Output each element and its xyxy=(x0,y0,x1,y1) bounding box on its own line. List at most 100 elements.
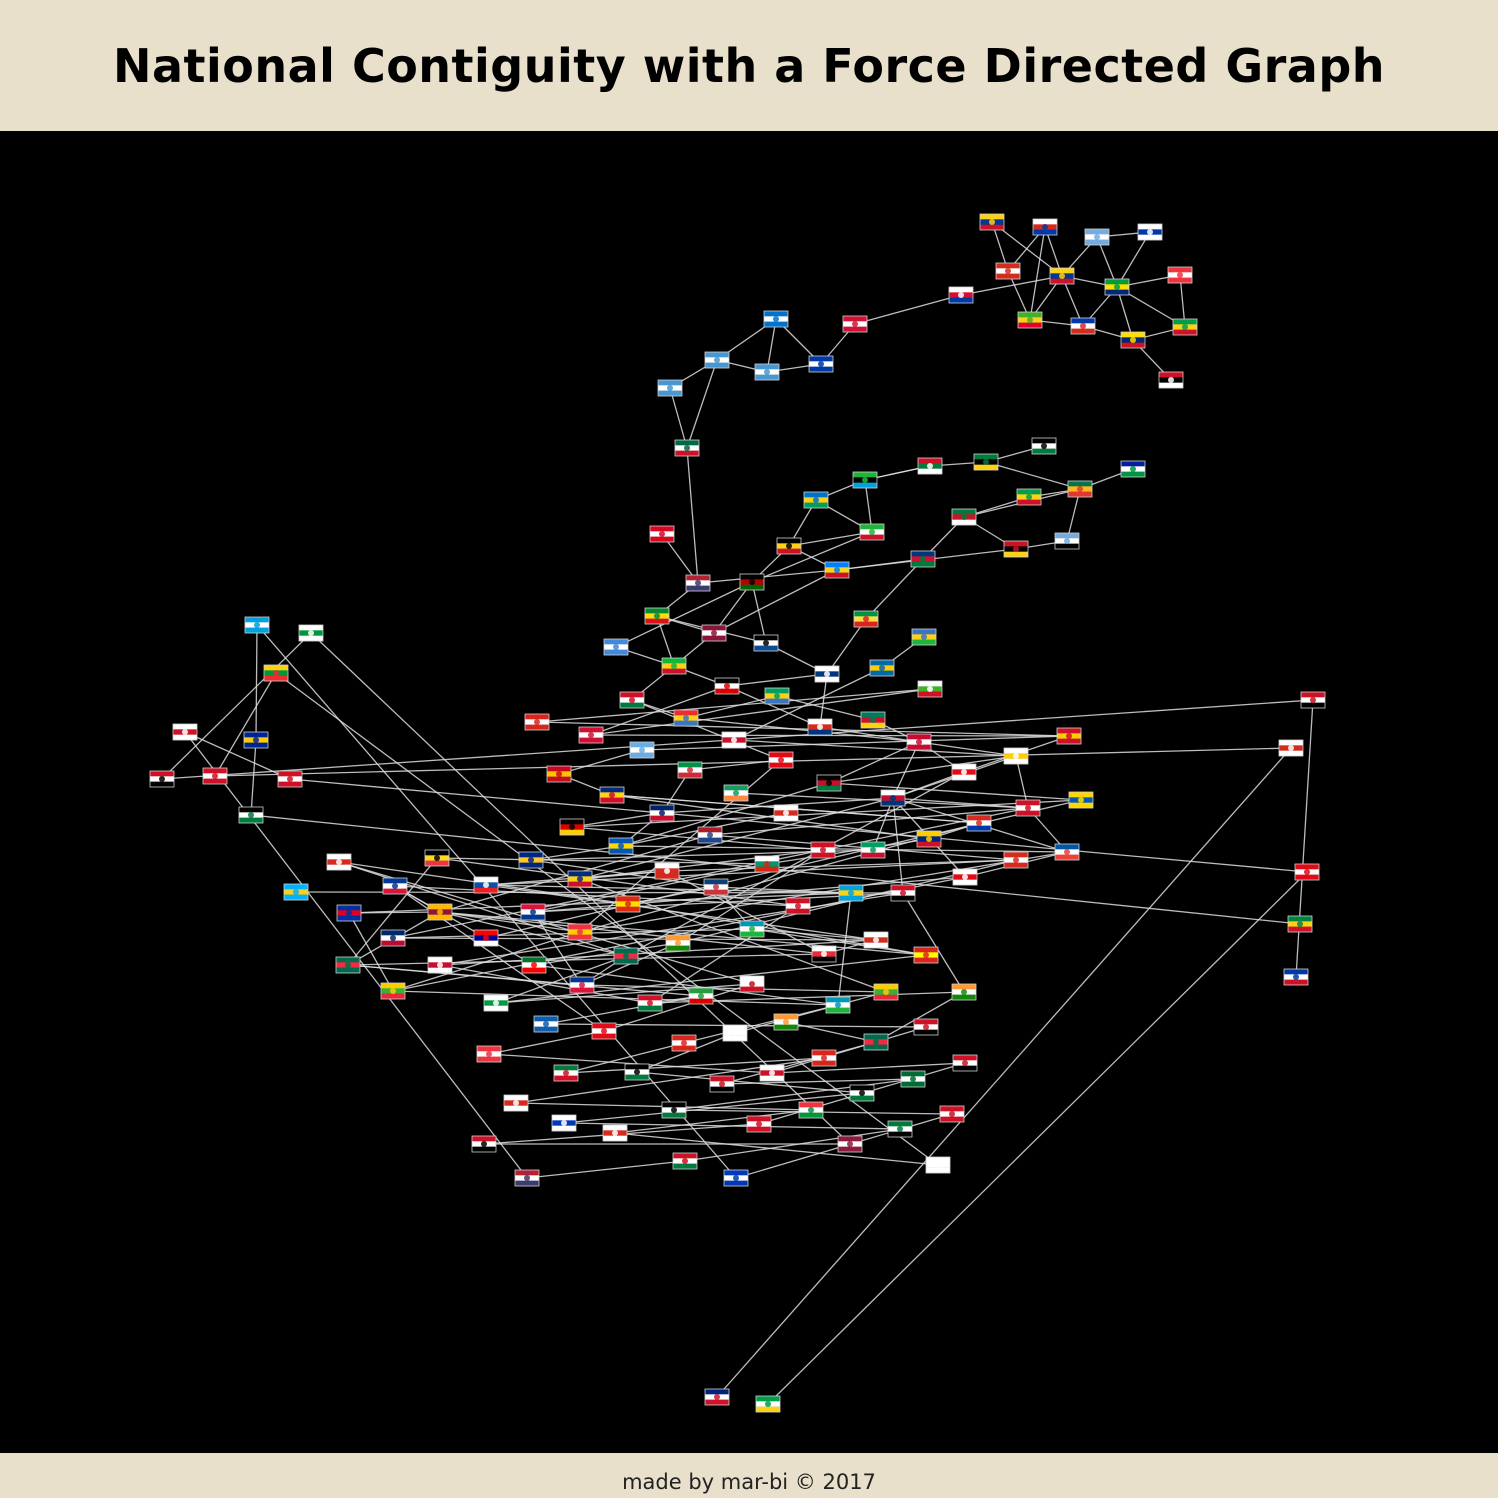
country-flag-node[interactable] xyxy=(808,355,834,373)
country-flag-node[interactable] xyxy=(277,770,303,788)
country-flag-node[interactable] xyxy=(476,1045,502,1063)
country-flag-node[interactable] xyxy=(859,523,885,541)
country-flag-node[interactable] xyxy=(644,607,670,625)
country-flag-node[interactable] xyxy=(1137,223,1163,241)
country-flag-node[interactable] xyxy=(424,849,450,867)
country-flag-node[interactable] xyxy=(1068,791,1094,809)
country-flag-node[interactable] xyxy=(952,868,978,886)
country-flag-node[interactable] xyxy=(890,884,916,902)
country-flag-node[interactable] xyxy=(764,687,790,705)
country-flag-node[interactable] xyxy=(1049,267,1075,285)
country-flag-node[interactable] xyxy=(811,1049,837,1067)
country-flag-node[interactable] xyxy=(838,884,864,902)
country-flag-node[interactable] xyxy=(759,1064,785,1082)
country-flag-node[interactable] xyxy=(673,709,699,727)
country-flag-node[interactable] xyxy=(900,1070,926,1088)
country-flag-node[interactable] xyxy=(951,983,977,1001)
country-flag-node[interactable] xyxy=(685,574,711,592)
country-flag-node[interactable] xyxy=(807,718,833,736)
country-flag-node[interactable] xyxy=(521,956,547,974)
country-flag-node[interactable] xyxy=(849,1084,875,1102)
country-flag-node[interactable] xyxy=(951,763,977,781)
country-flag-node[interactable] xyxy=(863,931,889,949)
country-flag-node[interactable] xyxy=(873,983,899,1001)
country-flag-node[interactable] xyxy=(671,1034,697,1052)
country-flag-node[interactable] xyxy=(244,616,270,634)
country-flag-node[interactable] xyxy=(773,804,799,822)
country-flag-node[interactable] xyxy=(701,624,727,642)
country-flag-node[interactable] xyxy=(1003,540,1029,558)
country-flag-node[interactable] xyxy=(860,711,886,729)
country-flag-node[interactable] xyxy=(739,975,765,993)
country-flag-node[interactable] xyxy=(677,761,703,779)
country-flag-node[interactable] xyxy=(785,897,811,915)
country-flag-node[interactable] xyxy=(524,713,550,731)
country-flag-node[interactable] xyxy=(591,1022,617,1040)
country-flag-node[interactable] xyxy=(599,786,625,804)
country-flag-node[interactable] xyxy=(1054,843,1080,861)
country-flag-node[interactable] xyxy=(917,457,943,475)
country-flag-node[interactable] xyxy=(471,1135,497,1153)
country-flag-node[interactable] xyxy=(979,213,1005,231)
country-flag-node[interactable] xyxy=(1003,747,1029,765)
country-flag-node[interactable] xyxy=(1104,278,1130,296)
country-flag-node[interactable] xyxy=(567,923,593,941)
country-flag-node[interactable] xyxy=(551,1114,577,1132)
country-flag-node[interactable] xyxy=(1070,317,1096,335)
country-flag-node[interactable] xyxy=(913,1018,939,1036)
country-flag-node[interactable] xyxy=(624,1063,650,1081)
country-flag-node[interactable] xyxy=(852,471,878,489)
country-flag-node[interactable] xyxy=(243,731,269,749)
country-flag-node[interactable] xyxy=(637,994,663,1012)
country-flag-node[interactable] xyxy=(613,947,639,965)
country-flag-node[interactable] xyxy=(952,1054,978,1072)
country-flag-node[interactable] xyxy=(553,1064,579,1082)
country-flag-node[interactable] xyxy=(966,814,992,832)
country-flag-node[interactable] xyxy=(649,804,675,822)
country-flag-node[interactable] xyxy=(427,956,453,974)
country-flag-node[interactable] xyxy=(763,310,789,328)
country-flag-node[interactable] xyxy=(520,903,546,921)
country-flag-node[interactable] xyxy=(697,826,723,844)
country-flag-node[interactable] xyxy=(939,1105,965,1123)
country-flag-node[interactable] xyxy=(1016,488,1042,506)
country-flag-node[interactable] xyxy=(1067,480,1093,498)
country-flag-node[interactable] xyxy=(816,774,842,792)
country-flag-node[interactable] xyxy=(336,904,362,922)
country-flag-node[interactable] xyxy=(1158,371,1184,389)
country-flag-node[interactable] xyxy=(603,638,629,656)
country-flag-node[interactable] xyxy=(824,561,850,579)
country-flag-node[interactable] xyxy=(661,1101,687,1119)
country-flag-node[interactable] xyxy=(533,1015,559,1033)
country-flag-node[interactable] xyxy=(382,877,408,895)
country-flag-node[interactable] xyxy=(1294,863,1320,881)
country-flag-node[interactable] xyxy=(704,351,730,369)
country-flag-node[interactable] xyxy=(810,841,836,859)
country-flag-node[interactable] xyxy=(776,537,802,555)
country-flag-node[interactable] xyxy=(722,1024,748,1042)
country-flag-node[interactable] xyxy=(326,853,352,871)
country-flag-node[interactable] xyxy=(559,818,585,836)
country-flag-node[interactable] xyxy=(887,1120,913,1138)
country-flag-node[interactable] xyxy=(149,770,175,788)
country-flag-node[interactable] xyxy=(1283,968,1309,986)
country-flag-node[interactable] xyxy=(172,723,198,741)
country-flag-node[interactable] xyxy=(1278,739,1304,757)
country-flag-node[interactable] xyxy=(951,508,977,526)
country-flag-node[interactable] xyxy=(674,439,700,457)
country-flag-node[interactable] xyxy=(380,982,406,1000)
country-flag-node[interactable] xyxy=(546,765,572,783)
country-flag-node[interactable] xyxy=(755,1395,781,1413)
country-flag-node[interactable] xyxy=(714,677,740,695)
country-flag-node[interactable] xyxy=(661,657,687,675)
country-flag-node[interactable] xyxy=(380,929,406,947)
country-flag-node[interactable] xyxy=(1054,532,1080,550)
country-flag-node[interactable] xyxy=(649,525,675,543)
country-flag-node[interactable] xyxy=(1017,311,1043,329)
country-flag-node[interactable] xyxy=(514,1169,540,1187)
country-flag-node[interactable] xyxy=(1032,218,1058,236)
country-flag-node[interactable] xyxy=(657,379,683,397)
country-flag-node[interactable] xyxy=(654,862,680,880)
country-flag-node[interactable] xyxy=(1031,437,1057,455)
country-flag-node[interactable] xyxy=(860,841,886,859)
